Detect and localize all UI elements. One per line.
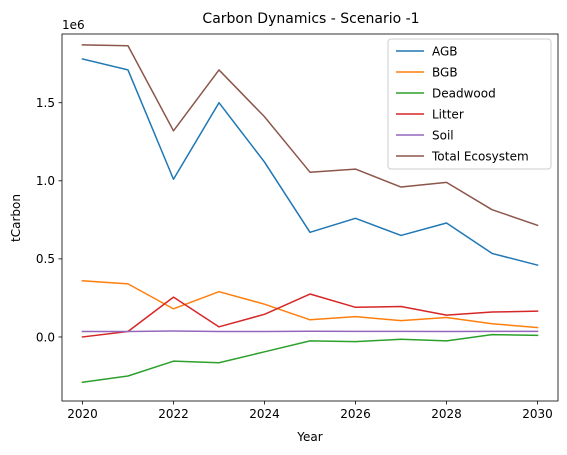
y-tick-label: 0.0: [36, 330, 55, 344]
y-tick-label: 0.5: [36, 252, 55, 266]
plot-lines: [81, 44, 539, 384]
y-axis-label: tCarbon: [9, 194, 23, 242]
chart-title: Carbon Dynamics - Scenario -1: [202, 11, 419, 27]
legend-box: [387, 38, 552, 170]
legend-label-3: Litter: [432, 107, 464, 121]
series-line-1: [81, 279, 539, 329]
series-line-5: [81, 44, 539, 227]
y-tick-label: 1.0: [36, 174, 55, 188]
series-line-2: [81, 333, 539, 384]
x-tick-label: 2026: [340, 407, 371, 421]
x-tick-label: 2020: [67, 407, 98, 421]
x-axis-label: Year: [296, 430, 322, 444]
legend-label-0: AGB: [432, 44, 458, 58]
series-line-0: [81, 58, 539, 267]
legend-label-1: BGB: [432, 65, 458, 79]
x-tick-label: 2028: [431, 407, 462, 421]
x-axis-ticks: 2020 2022 2024 2026 2028 2030: [67, 401, 553, 421]
legend-label-5: Total Ecosystem: [431, 149, 529, 163]
y-axis-ticks: 0.0 0.5 1.0 1.5: [36, 96, 62, 344]
x-tick-label: 2024: [249, 407, 280, 421]
x-tick-label: 2030: [522, 407, 553, 421]
legend-label-4: Soil: [432, 128, 454, 142]
legend: AGB BGB Deadwood Litter Soil Total Ecosystem: [387, 38, 552, 170]
x-tick-label: 2022: [158, 407, 189, 421]
plot-area-frame: [61, 33, 559, 402]
series-line-3: [81, 293, 539, 338]
y-offset-label: 1e6: [62, 18, 85, 32]
legend-label-2: Deadwood: [432, 86, 496, 100]
y-tick-label: 1.5: [36, 96, 55, 110]
